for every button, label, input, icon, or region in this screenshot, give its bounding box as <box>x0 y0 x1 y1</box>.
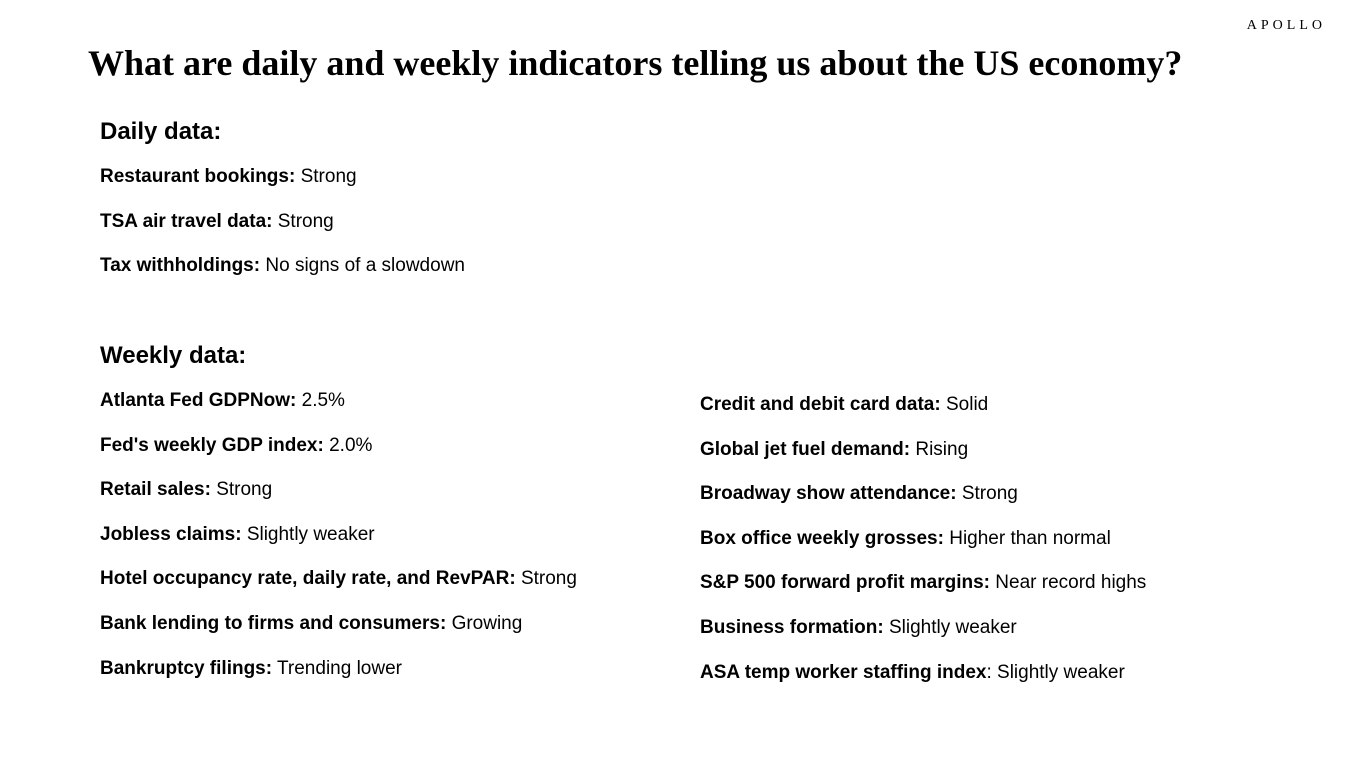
indicator-label: Bankruptcy filings: <box>100 658 272 679</box>
weekly-indicator-row: Business formation: Slightly weaker <box>700 615 1260 642</box>
weekly-col-2: Credit and debit card data: Solid Global… <box>700 388 1260 704</box>
weekly-section: Weekly data: Atlanta Fed GDPNow: 2.5% Fe… <box>100 342 1260 704</box>
indicator-value: Growing <box>452 613 523 634</box>
indicator-label: Credit and debit card data: <box>700 394 941 415</box>
weekly-indicator-row: Fed's weekly GDP index: 2.0% <box>100 433 660 460</box>
indicator-value: Rising <box>915 439 968 460</box>
indicator-label: Box office weekly grosses: <box>700 528 944 549</box>
indicator-value: Solid <box>946 394 988 415</box>
indicator-value: Strong <box>278 211 334 232</box>
indicator-value: Strong <box>962 483 1018 504</box>
daily-section: Daily data: Restaurant bookings: Strong … <box>100 118 660 298</box>
indicator-value: Trending lower <box>277 658 402 679</box>
indicator-label: Restaurant bookings: <box>100 166 295 187</box>
indicator-value: Slightly weaker <box>889 617 1017 638</box>
indicator-label: Business formation: <box>700 617 884 638</box>
indicator-value: Near record highs <box>995 572 1146 593</box>
indicator-value: Slightly weaker <box>247 524 375 545</box>
weekly-indicator-row: Credit and debit card data: Solid <box>700 392 1260 419</box>
indicator-label: Hotel occupancy rate, daily rate, and Re… <box>100 568 516 589</box>
indicator-label: Global jet fuel demand: <box>700 439 910 460</box>
indicator-label: Fed's weekly GDP index: <box>100 435 324 456</box>
indicator-value: Strong <box>216 479 272 500</box>
indicator-value: Strong <box>301 166 357 187</box>
weekly-indicator-row: ASA temp worker staffing index: Slightly… <box>700 660 1260 687</box>
indicator-value: 2.0% <box>329 435 372 456</box>
indicator-label: ASA temp worker staffing index <box>700 662 986 683</box>
indicator-label: Atlanta Fed GDPNow: <box>100 390 296 411</box>
indicator-label: Retail sales: <box>100 479 211 500</box>
indicator-label: Jobless claims: <box>100 524 242 545</box>
indicator-label: TSA air travel data: <box>100 211 272 232</box>
weekly-indicator-row: S&P 500 forward profit margins: Near rec… <box>700 570 1260 597</box>
weekly-heading: Weekly data: <box>100 342 1260 370</box>
indicator-value: Higher than normal <box>949 528 1111 549</box>
weekly-indicator-row: Jobless claims: Slightly weaker <box>100 522 660 549</box>
weekly-indicator-row: Box office weekly grosses: Higher than n… <box>700 526 1260 553</box>
indicator-label: Broadway show attendance: <box>700 483 957 504</box>
indicator-value: : Slightly weaker <box>986 662 1124 683</box>
daily-heading: Daily data: <box>100 118 660 146</box>
daily-indicator-row: Tax withholdings: No signs of a slowdown <box>100 253 660 280</box>
indicator-value: No signs of a slowdown <box>265 255 465 276</box>
weekly-col-1: Atlanta Fed GDPNow: 2.5% Fed's weekly GD… <box>100 388 660 704</box>
indicator-label: S&P 500 forward profit margins: <box>700 572 990 593</box>
weekly-indicator-row: Retail sales: Strong <box>100 477 660 504</box>
daily-indicator-row: Restaurant bookings: Strong <box>100 164 660 191</box>
weekly-indicator-row: Atlanta Fed GDPNow: 2.5% <box>100 388 660 415</box>
page-title: What are daily and weekly indicators tel… <box>88 42 1182 84</box>
indicator-value: 2.5% <box>302 390 345 411</box>
indicator-label: Bank lending to firms and consumers: <box>100 613 446 634</box>
daily-indicator-row: TSA air travel data: Strong <box>100 209 660 236</box>
weekly-indicator-row: Hotel occupancy rate, daily rate, and Re… <box>100 566 660 593</box>
weekly-indicator-row: Bankruptcy filings: Trending lower <box>100 656 660 683</box>
weekly-indicator-row: Broadway show attendance: Strong <box>700 481 1260 508</box>
brand-logo-text: APOLLO <box>1247 18 1326 34</box>
indicator-label: Tax withholdings: <box>100 255 260 276</box>
indicator-value: Strong <box>521 568 577 589</box>
weekly-indicator-row: Bank lending to firms and consumers: Gro… <box>100 611 660 638</box>
weekly-indicator-row: Global jet fuel demand: Rising <box>700 437 1260 464</box>
weekly-columns: Atlanta Fed GDPNow: 2.5% Fed's weekly GD… <box>100 388 1260 704</box>
